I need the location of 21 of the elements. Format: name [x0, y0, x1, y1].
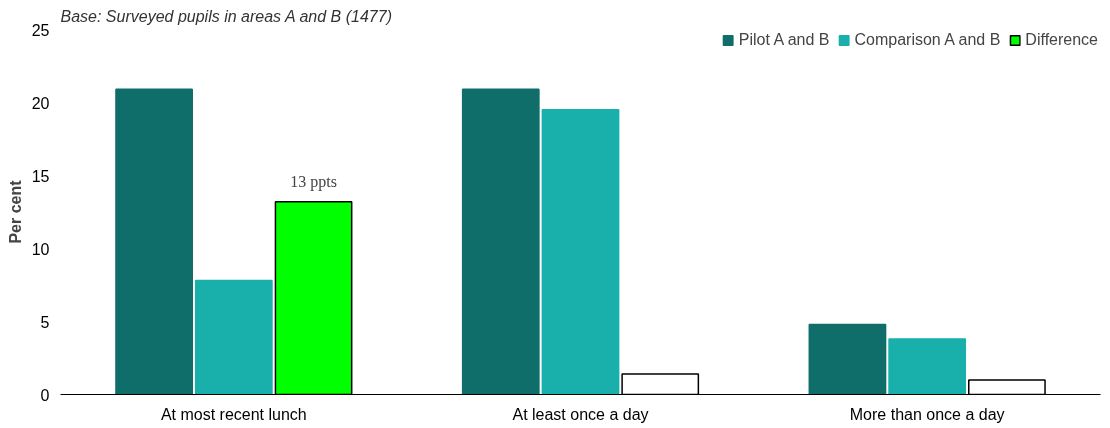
y-tick-label: 15	[31, 167, 50, 185]
legend-label: Pilot A and B	[738, 31, 830, 49]
y-axis-title: Per cent	[6, 179, 24, 244]
data-label: 13 ppts	[290, 172, 337, 191]
bar	[194, 279, 273, 395]
x-tick-label: More than once a day	[849, 405, 1005, 423]
x-tick-label: At most recent lunch	[160, 405, 307, 423]
bar	[115, 88, 193, 395]
bar	[541, 109, 620, 395]
chart-subtitle: Base: Surveyed pupils in areas A and B (1477)	[60, 7, 392, 25]
legend-label: Comparison A and B	[854, 31, 1001, 49]
y-tick-label: 5	[40, 313, 50, 331]
y-tick-label: 10	[31, 240, 50, 258]
x-tick-label: At least once a day	[512, 405, 649, 423]
y-tick-label: 0	[40, 386, 50, 404]
bar	[808, 323, 887, 395]
y-tick-label: 25	[31, 21, 50, 39]
bar	[888, 338, 967, 395]
y-tick-label: 20	[31, 94, 50, 112]
legend-label: Difference	[1025, 31, 1098, 49]
bar	[461, 88, 540, 395]
